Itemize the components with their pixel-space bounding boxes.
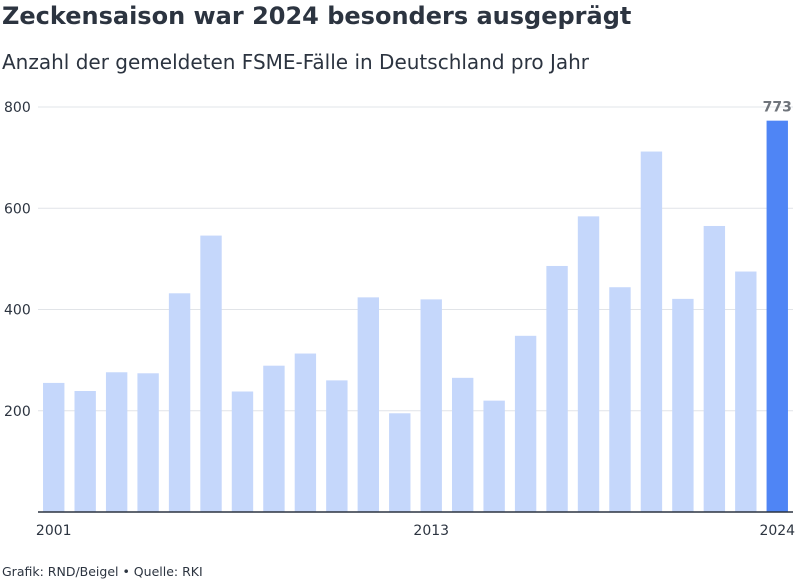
bar-2004: [137, 373, 159, 512]
bar-2013: [420, 299, 442, 513]
bar-2008: [263, 365, 285, 512]
bar-2010: [326, 380, 348, 513]
bar-2023: [735, 271, 757, 512]
bar-2024: [766, 120, 788, 513]
bar-2014: [451, 377, 474, 512]
bar-2016: [514, 335, 537, 512]
bar-2003: [105, 372, 128, 512]
bar-2002: [74, 391, 96, 512]
x-tick-label-2001: 2001: [36, 523, 72, 539]
source-footer: Grafik: RND/Beigel • Quelle: RKI: [2, 564, 203, 579]
bar-2019: [609, 287, 631, 512]
chart-title: Zeckensaison war 2024 besonders ausgeprä…: [2, 2, 632, 30]
bar-2018: [577, 216, 600, 512]
bar-2001: [43, 382, 65, 512]
bar-chart: 200 400 600 800 773 2001 2013 2024: [4, 100, 795, 539]
bar-2011: [357, 297, 380, 512]
bar-2012: [389, 413, 411, 512]
y-tick-label-200: 200: [4, 404, 31, 420]
chart-subtitle: Anzahl der gemeldeten FSME-Fälle in Deut…: [2, 50, 590, 74]
x-tick-label-2013: 2013: [413, 523, 449, 539]
bar-2009: [294, 353, 317, 512]
value-label-2024: 773: [763, 100, 792, 116]
bar-2006: [200, 235, 222, 512]
bar-2005: [168, 293, 191, 512]
bar-2017: [546, 265, 568, 512]
bar-2007: [231, 391, 254, 512]
y-tick-label-400: 400: [4, 303, 31, 319]
bar-2022: [703, 225, 726, 512]
bar-2021: [672, 298, 694, 512]
bar-2015: [483, 400, 505, 513]
y-tick-label-600: 600: [4, 201, 31, 217]
bar-2020: [640, 151, 663, 513]
y-tick-label-800: 800: [4, 100, 31, 116]
x-tick-label-2024: 2024: [759, 523, 795, 539]
